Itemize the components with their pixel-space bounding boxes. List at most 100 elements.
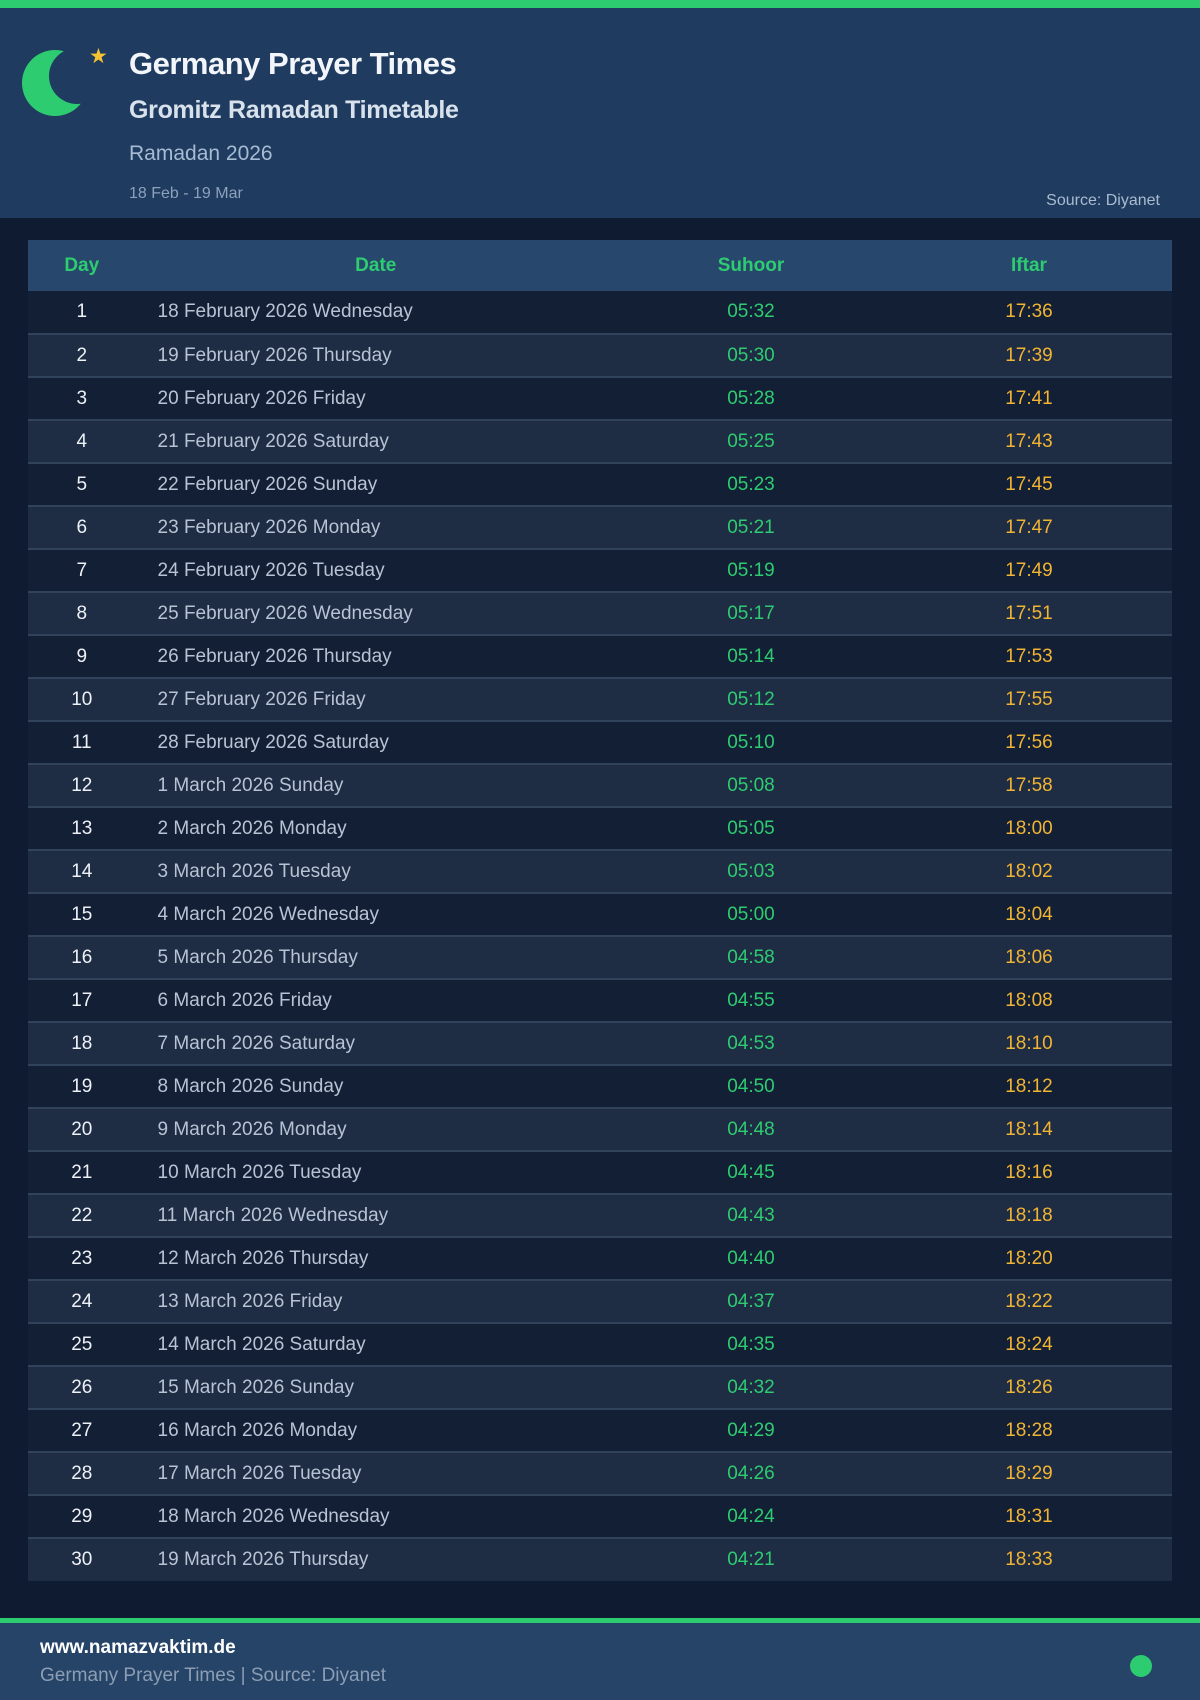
- date-cell: 1 March 2026 Sunday: [157, 774, 344, 796]
- day-cell: 20: [71, 1118, 93, 1140]
- day-cell: 12: [71, 774, 93, 796]
- iftar-time-cell: 18:33: [1005, 1549, 1053, 1570]
- page-title: Germany Prayer Times: [129, 46, 457, 81]
- iftar-time-cell: 17:51: [1005, 602, 1053, 624]
- date-cell: 22 February 2026 Sunday: [157, 473, 378, 495]
- suhoor-time-cell: 04:24: [727, 1505, 775, 1527]
- table-row: 2 19 February 2026 Thursday 05:30 17:39: [28, 334, 1172, 377]
- table-row: 20 9 March 2026 Monday 04:48 18:14: [28, 1108, 1172, 1151]
- date-cell: 26 February 2026 Thursday: [157, 645, 392, 667]
- iftar-time-cell: 18:18: [1005, 1204, 1053, 1226]
- iftar-time-cell: 18:31: [1005, 1505, 1053, 1527]
- day-cell: 9: [76, 645, 88, 667]
- column-header-suhoor: Suhoor: [616, 240, 886, 291]
- suhoor-time-cell: 04:48: [727, 1118, 775, 1140]
- date-cell: 11 March 2026 Wednesday: [157, 1204, 389, 1226]
- table-row: 19 8 March 2026 Sunday 04:50 18:12: [28, 1065, 1172, 1108]
- star-icon: ★: [89, 45, 108, 68]
- date-cell: 6 March 2026 Friday: [157, 989, 332, 1011]
- table-row: 21 10 March 2026 Tuesday 04:45 18:16: [28, 1151, 1172, 1194]
- table-row: 25 14 March 2026 Saturday 04:35 18:24: [28, 1323, 1172, 1366]
- green-dot-icon: [1130, 1655, 1152, 1677]
- date-cell: 19 March 2026 Thursday: [157, 1549, 369, 1570]
- footer-tagline: Germany Prayer Times | Source: Diyanet: [40, 1665, 386, 1686]
- table-row: 24 13 March 2026 Friday 04:37 18:22: [28, 1280, 1172, 1323]
- iftar-time-cell: 17:45: [1005, 473, 1053, 495]
- website-link[interactable]: www.namazvaktim.de: [40, 1637, 236, 1658]
- iftar-time-cell: 18:14: [1005, 1118, 1053, 1140]
- date-cell: 27 February 2026 Friday: [157, 688, 366, 710]
- page-header: ★ Germany Prayer Times Gromitz Ramadan T…: [0, 8, 1200, 218]
- table-row: 10 27 February 2026 Friday 05:12 17:55: [28, 678, 1172, 721]
- iftar-time-cell: 17:36: [1005, 301, 1053, 322]
- iftar-time-cell: 17:49: [1005, 559, 1053, 581]
- day-cell: 2: [76, 344, 88, 366]
- suhoor-time-cell: 04:53: [727, 1032, 775, 1054]
- day-cell: 15: [71, 903, 93, 925]
- day-cell: 22: [71, 1204, 93, 1226]
- iftar-time-cell: 18:16: [1005, 1161, 1053, 1183]
- date-cell: 21 February 2026 Saturday: [157, 430, 389, 452]
- date-cell: 2 March 2026 Monday: [157, 817, 347, 839]
- suhoor-time-cell: 04:37: [727, 1290, 775, 1312]
- suhoor-time-cell: 05:21: [727, 516, 775, 538]
- header-titles: Germany Prayer Times Gromitz Ramadan Tim…: [129, 46, 459, 203]
- top-accent-bar: [0, 0, 1200, 8]
- suhoor-time-cell: 05:32: [727, 301, 775, 322]
- suhoor-time-cell: 04:26: [727, 1462, 775, 1484]
- page-footer: www.namazvaktim.de Germany Prayer Times …: [0, 1623, 1200, 1700]
- suhoor-time-cell: 05:03: [727, 860, 775, 882]
- iftar-time-cell: 17:56: [1005, 731, 1053, 753]
- date-cell: 7 March 2026 Saturday: [157, 1032, 356, 1054]
- iftar-time-cell: 18:02: [1005, 860, 1053, 882]
- suhoor-time-cell: 05:10: [727, 731, 775, 753]
- date-cell: 19 February 2026 Thursday: [157, 344, 392, 366]
- iftar-time-cell: 18:00: [1005, 817, 1053, 839]
- timetable-body: 1 18 February 2026 Wednesday 05:32 17:36…: [28, 291, 1172, 1581]
- date-cell: 4 March 2026 Wednesday: [157, 903, 379, 925]
- table-row: 14 3 March 2026 Tuesday 05:03 18:02: [28, 850, 1172, 893]
- column-header-day: Day: [28, 240, 136, 291]
- day-cell: 25: [71, 1333, 93, 1355]
- day-cell: 24: [71, 1290, 93, 1312]
- iftar-time-cell: 17:53: [1005, 645, 1053, 667]
- date-cell: 5 March 2026 Thursday: [157, 946, 358, 968]
- table-row: 15 4 March 2026 Wednesday 05:00 18:04: [28, 893, 1172, 936]
- table-row: 11 28 February 2026 Saturday 05:10 17:56: [28, 721, 1172, 764]
- iftar-time-cell: 17:43: [1005, 430, 1053, 452]
- day-cell: 7: [76, 559, 88, 581]
- day-cell: 14: [71, 860, 93, 882]
- date-cell: 17 March 2026 Tuesday: [157, 1462, 362, 1484]
- table-row: 18 7 March 2026 Saturday 04:53 18:10: [28, 1022, 1172, 1065]
- day-cell: 28: [71, 1462, 93, 1484]
- day-cell: 18: [71, 1032, 93, 1054]
- suhoor-time-cell: 04:40: [727, 1247, 775, 1269]
- day-cell: 16: [71, 946, 93, 968]
- source-label: Source: Diyanet: [1046, 192, 1160, 209]
- suhoor-time-cell: 04:32: [727, 1376, 775, 1398]
- main-content: Day Date Suhoor Iftar 1 18 February 2026…: [0, 218, 1200, 1581]
- day-cell: 21: [71, 1161, 93, 1183]
- suhoor-time-cell: 05:12: [727, 688, 775, 710]
- table-row: 17 6 March 2026 Friday 04:55 18:08: [28, 979, 1172, 1022]
- day-cell: 27: [71, 1419, 93, 1441]
- prayer-times-table: Day Date Suhoor Iftar 1 18 February 2026…: [28, 240, 1172, 1581]
- table-header: Day Date Suhoor Iftar: [28, 240, 1172, 291]
- date-cell: 3 March 2026 Tuesday: [157, 860, 351, 882]
- date-cell: 25 February 2026 Wednesday: [157, 602, 413, 624]
- suhoor-time-cell: 04:55: [727, 989, 775, 1011]
- iftar-time-cell: 18:10: [1005, 1032, 1053, 1054]
- date-cell: 28 February 2026 Saturday: [157, 731, 389, 753]
- date-cell: 9 March 2026 Monday: [157, 1118, 347, 1140]
- day-cell: 4: [76, 430, 88, 452]
- page-subtitle: Gromitz Ramadan Timetable: [129, 96, 459, 124]
- date-cell: 18 March 2026 Wednesday: [157, 1505, 390, 1527]
- suhoor-time-cell: 05:25: [727, 430, 775, 452]
- table-row: 8 25 February 2026 Wednesday 05:17 17:51: [28, 592, 1172, 635]
- date-cell: 8 March 2026 Sunday: [157, 1075, 344, 1097]
- iftar-time-cell: 17:41: [1005, 387, 1053, 409]
- table-row: 27 16 March 2026 Monday 04:29 18:28: [28, 1409, 1172, 1452]
- iftar-time-cell: 18:22: [1005, 1290, 1053, 1312]
- iftar-time-cell: 18:29: [1005, 1462, 1053, 1484]
- suhoor-time-cell: 05:17: [727, 602, 775, 624]
